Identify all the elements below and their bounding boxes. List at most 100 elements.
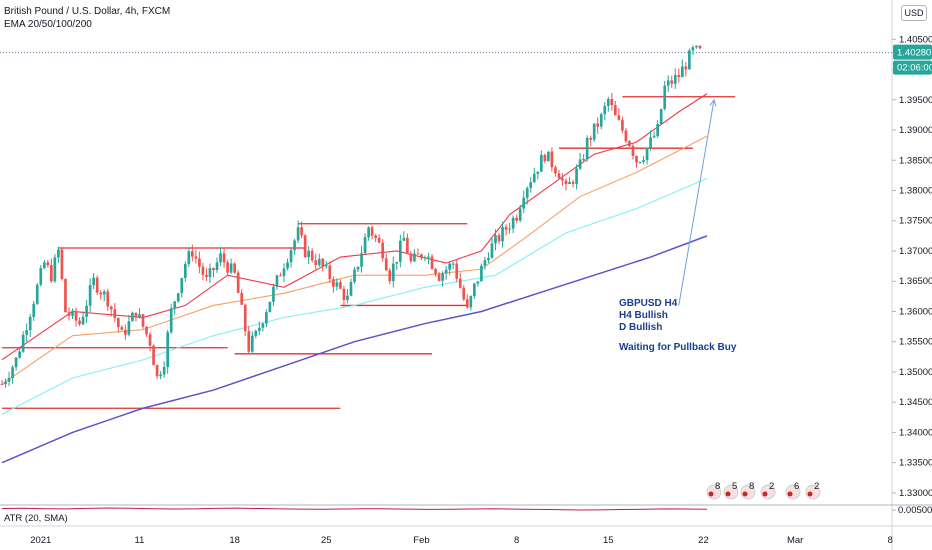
- annotation-line-2: H4 Bullish: [619, 310, 668, 321]
- candle-down: [247, 331, 251, 352]
- candle-down: [465, 299, 469, 308]
- currency-button[interactable]: USD: [901, 5, 927, 21]
- candle-up: [250, 335, 254, 352]
- candle-down: [339, 282, 342, 289]
- candle-up: [21, 334, 25, 352]
- atr-line: [1, 507, 708, 511]
- last-price-text: 1.40280: [897, 48, 931, 59]
- candle-down: [377, 237, 381, 243]
- candle-up: [261, 323, 265, 328]
- x-tick-label: 22: [698, 535, 709, 546]
- candle-down: [191, 251, 194, 257]
- y-tick-label: 1.36000: [899, 306, 932, 317]
- candle-up: [272, 286, 275, 302]
- candle-up: [423, 257, 427, 259]
- flag-icon: [807, 491, 813, 497]
- flag-icon: [708, 491, 714, 497]
- candle-down: [670, 80, 674, 84]
- candle-down: [201, 266, 205, 275]
- candle-down: [571, 182, 575, 184]
- candle-up: [349, 281, 353, 296]
- candle-down: [550, 151, 554, 168]
- event-badge: 6: [785, 481, 801, 500]
- event-badge: 8: [706, 481, 722, 500]
- candle-up: [494, 235, 497, 244]
- candle-down: [388, 270, 392, 282]
- countdown-text: 02:06:00: [897, 63, 932, 74]
- candle-up: [525, 188, 529, 198]
- candle-down: [342, 288, 346, 301]
- candle-up: [606, 98, 610, 106]
- y-tick-label: 1.37000: [899, 246, 932, 257]
- candle-down: [596, 123, 600, 127]
- x-tick-label: 25: [321, 535, 332, 546]
- candle-down: [240, 292, 244, 305]
- candle-down: [543, 154, 547, 162]
- candle-down: [113, 309, 117, 319]
- candle-down: [635, 156, 638, 163]
- y-tick-label: 1.38000: [899, 186, 932, 197]
- candle-up: [88, 285, 92, 306]
- candle-down: [194, 256, 198, 259]
- candle-up: [282, 268, 286, 277]
- candle-down: [310, 250, 314, 261]
- y-tick-label: 1.39500: [899, 95, 932, 106]
- candle-up: [391, 263, 395, 282]
- flag-icon: [787, 491, 793, 497]
- candle-up: [688, 50, 691, 70]
- candle-down: [116, 318, 120, 328]
- candle-up: [673, 74, 677, 84]
- candle-down: [610, 98, 614, 106]
- candle-up: [691, 47, 695, 51]
- candle-up: [7, 378, 11, 382]
- candle-up: [575, 168, 578, 184]
- candle-down: [155, 365, 159, 377]
- candle-down: [152, 345, 155, 366]
- candle-up: [102, 291, 106, 295]
- candle-up: [92, 277, 95, 286]
- candle-down: [198, 258, 201, 267]
- event-badge-count: 8: [715, 481, 720, 492]
- candle-up: [71, 310, 74, 316]
- x-tick-label: Feb: [413, 535, 429, 546]
- candle-down: [515, 217, 518, 221]
- y-tick-label: 1.36500: [899, 276, 932, 287]
- candle-up: [127, 321, 131, 335]
- candle-up: [599, 114, 603, 127]
- symbol-title[interactable]: British Pound / U.S. Dollar, 4h, FXCM: [4, 6, 171, 17]
- candle-down: [698, 45, 702, 49]
- annotation-line-3: D Bullish: [619, 322, 663, 333]
- x-tick-label: 8: [888, 535, 893, 546]
- candle-up: [14, 357, 18, 368]
- indicator-legend[interactable]: EMA 20/50/100/200: [4, 19, 92, 30]
- candle-up: [324, 265, 328, 267]
- annotation-line-1: GBPUSD H4: [619, 298, 678, 309]
- candle-down: [437, 274, 441, 281]
- candle-up: [307, 250, 311, 257]
- candle-up: [18, 351, 21, 358]
- candle-down: [279, 275, 282, 277]
- candle-down: [145, 326, 148, 335]
- candle-up: [293, 240, 296, 251]
- candle-down: [561, 178, 564, 181]
- candle-up: [286, 262, 289, 269]
- candle-down: [78, 320, 81, 325]
- candle-down: [557, 173, 561, 179]
- event-badge: 5: [723, 481, 739, 500]
- candle-up: [275, 275, 279, 287]
- candle-down: [243, 304, 247, 332]
- x-tick-label: 2021: [30, 535, 51, 546]
- candle-up: [346, 295, 349, 301]
- candle-up: [518, 208, 522, 221]
- candle-down: [106, 291, 110, 307]
- candle-up: [642, 160, 645, 162]
- candle-up: [398, 240, 402, 262]
- candle-up: [680, 66, 684, 78]
- candle-down: [504, 226, 508, 230]
- candle-down: [50, 265, 53, 282]
- event-badge-count: 6: [794, 481, 799, 492]
- candle-up: [578, 159, 582, 169]
- candle-up: [289, 250, 293, 263]
